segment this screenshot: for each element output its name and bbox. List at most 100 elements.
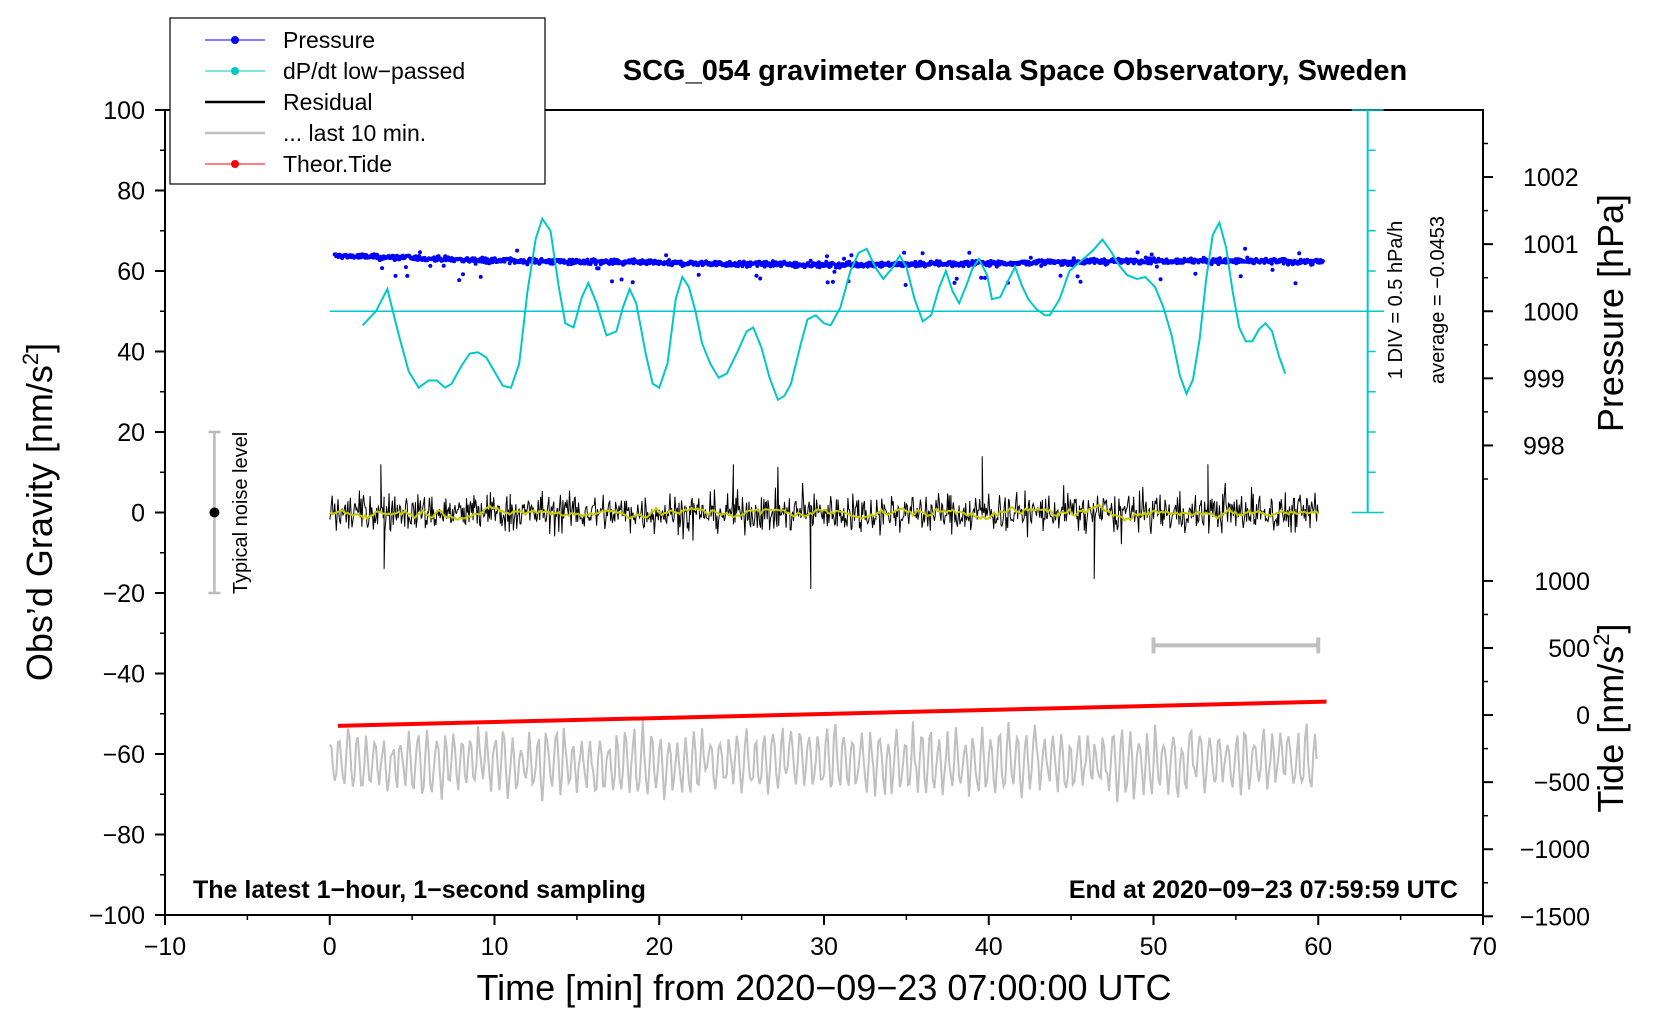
pressure-point [1189, 256, 1193, 261]
pressure-point [847, 259, 852, 264]
pressure-point [979, 275, 984, 280]
pressure-point [823, 263, 828, 268]
pressure-point [1154, 264, 1159, 269]
noise-level-label: Typical noise level [230, 432, 252, 594]
pressure-point [490, 260, 495, 265]
y-axis-pressure-label: Pressure [hPa] [1590, 194, 1631, 432]
x-tick-label: 60 [1304, 933, 1332, 961]
pressure-point [934, 259, 939, 264]
tide-tick-label: −1500 [1520, 903, 1590, 931]
pressure-point [405, 273, 410, 278]
pressure-point [1238, 274, 1243, 279]
y-axis-tide-label-text: Tide [nm/s [1590, 646, 1631, 813]
legend-swatch-marker [231, 67, 239, 75]
pressure-point [441, 263, 446, 268]
y-axis-left-label-end: ] [19, 343, 60, 353]
tide-tick-label: 500 [1548, 635, 1590, 663]
legend: Pressure dP/dt low−passed Residual ... last… [169, 17, 546, 185]
series-layer [328, 216, 1385, 803]
pressure-point [1075, 274, 1080, 279]
x-tick-label: 50 [1140, 933, 1168, 961]
pressure-point [1269, 261, 1274, 266]
pressure-point [754, 273, 759, 278]
y-axis-pressure: 1002 1001 1000 999 998 [1482, 110, 1579, 915]
pressure-tick-label: 998 [1523, 432, 1565, 460]
chart-title: SCG_054 gravimeter Onsala Space Observat… [623, 55, 1407, 87]
pressure-point [1297, 251, 1302, 256]
pressure-point [585, 257, 590, 262]
pressure-point [525, 262, 530, 267]
pressure-point [1193, 271, 1198, 276]
pressure-point [849, 253, 854, 258]
pressure-point [664, 253, 669, 258]
pressure-point [967, 250, 972, 255]
y-tick-label: 20 [117, 419, 145, 447]
x-tick-label: 70 [1469, 933, 1497, 961]
pressure-point [920, 251, 925, 256]
pressure-point [596, 266, 601, 271]
pressure-point [619, 277, 624, 282]
x-tick-label: −10 [144, 933, 186, 961]
tide-tick-label: −500 [1534, 769, 1590, 797]
sampling-note: The latest 1−hour, 1−second sampling [193, 876, 646, 904]
pressure-point [952, 280, 957, 285]
x-axis: −10 0 10 20 30 40 50 60 70 [144, 915, 1497, 961]
pressure-point [758, 276, 763, 281]
pressure-point [1135, 250, 1140, 255]
dpdt-scale-axis [1351, 109, 1384, 514]
pressure-point [630, 280, 635, 285]
pressure-tick-label: 1002 [1523, 164, 1579, 192]
pressure-tick-label: 1000 [1523, 298, 1579, 326]
pressure-point [1320, 259, 1325, 264]
noise-center-dot [209, 507, 220, 518]
pressure-point [457, 278, 462, 283]
legend-label: Pressure [283, 27, 375, 53]
pressure-point [392, 254, 396, 259]
tide-tick-label: −1000 [1520, 836, 1590, 864]
pressure-point [403, 265, 408, 270]
tide-tick-label: 1000 [1534, 568, 1590, 596]
pressure-point [830, 279, 835, 284]
y-axis-left: 100 80 60 40 20 0 −20 −40 −60 −80 −100 [89, 97, 165, 930]
dpdt-average-label: average = −0.0453 [1427, 216, 1449, 384]
residual-line [329, 456, 1319, 590]
pressure-point [1058, 273, 1063, 278]
pressure-point [418, 250, 422, 255]
legend-label: dP/dt low−passed [283, 58, 465, 84]
y-tick-label: −20 [103, 580, 145, 608]
x-tick-label: 10 [481, 933, 509, 961]
y-tick-label: 80 [117, 178, 145, 206]
pressure-point [828, 264, 833, 269]
pressure-point [667, 258, 672, 263]
pressure-point [1158, 277, 1163, 282]
legend-label: Theor.Tide [283, 151, 392, 177]
pressure-series [332, 246, 1325, 287]
pressure-point [902, 250, 907, 255]
pressure-point [428, 263, 433, 268]
pressure-point [515, 248, 520, 253]
pressure-point [954, 276, 959, 281]
pressure-point [1151, 256, 1156, 261]
legend-label: ... last 10 min. [283, 120, 426, 146]
pressure-point [610, 279, 614, 284]
pressure-point [393, 273, 398, 278]
x-tick-label: 20 [645, 933, 673, 961]
x-axis-label: Time [min] from 2020−09−23 07:00:00 UTC [476, 967, 1171, 1008]
x-tick-label: 40 [975, 933, 1003, 961]
residual-smoothed-line [329, 502, 1320, 523]
last-10-min-line [328, 720, 1318, 803]
pressure-tick-label: 999 [1523, 365, 1565, 393]
legend-swatch-marker [231, 36, 239, 44]
y-tick-label: 40 [117, 339, 145, 367]
y-tick-label: 0 [131, 500, 145, 528]
pressure-point [903, 283, 908, 287]
pressure-point [461, 272, 465, 277]
y-tick-label: −100 [89, 902, 145, 930]
y-axis-tide-label: Tide [nm/s2] [1589, 624, 1631, 813]
pressure-point [380, 266, 385, 271]
end-time-note: End at 2020−09−23 07:59:59 UTC [1069, 876, 1458, 904]
pressure-point [825, 280, 830, 285]
pressure-point [736, 264, 740, 269]
pressure-point [696, 272, 701, 277]
